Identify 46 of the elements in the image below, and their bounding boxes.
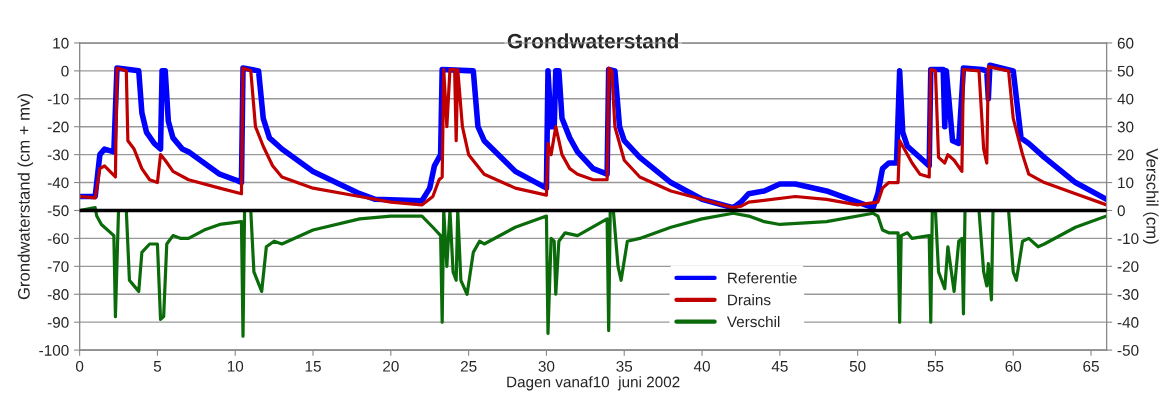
y-axis-title: Grondwaterstand (cm + mv)	[17, 94, 34, 300]
x-tick-label: 35	[616, 360, 633, 372]
x-tick-label: 30	[538, 360, 555, 372]
y2-tick-label: 50	[1117, 65, 1134, 77]
y-tick-label: -50	[47, 205, 69, 217]
y-tick-label: -70	[47, 261, 69, 273]
y2-tick-label: -50	[1117, 344, 1139, 356]
y2-tick-label: 60	[1117, 37, 1134, 49]
y-tick-label: -80	[47, 289, 69, 300]
y-tick-label: -20	[47, 121, 69, 133]
y-tick-label: -60	[47, 233, 69, 245]
x-tick-label: 5	[153, 361, 162, 372]
y2-axis-title: Verschil (cm)	[1143, 148, 1159, 244]
x-tick-label: 15	[305, 361, 321, 372]
x-tick-label: 60	[1005, 360, 1022, 372]
y-tick-label: -100	[39, 344, 69, 356]
y2-tick-label: -40	[1117, 317, 1139, 328]
line-series	[79, 206, 1107, 338]
legend-label: Verschil	[726, 315, 780, 328]
x-tick-label: 65	[1083, 360, 1099, 372]
x-tick-label: 25	[460, 360, 477, 372]
y2-tick-label: 40	[1117, 93, 1134, 105]
x-tick-label: 20	[383, 360, 399, 372]
y2-tick-label: 10	[1118, 177, 1134, 189]
x-tick-label: 45	[771, 361, 788, 372]
y-tick-label: -10	[47, 93, 69, 105]
legend-label: Drains	[728, 294, 771, 306]
x-tick-label: 40	[693, 360, 710, 372]
y-tick-label: 10	[53, 37, 69, 49]
x-axis-title: Dagen vanaf10 juni 2002	[507, 376, 680, 391]
x-tick-label: 0	[75, 360, 84, 372]
y2-tick-label: 30	[1117, 121, 1134, 133]
y2-tick-label: -20	[1117, 261, 1139, 273]
y2-tick-label: 20	[1117, 149, 1134, 161]
y-tick-label: -30	[47, 149, 69, 161]
y2-tick-label: -10	[1117, 233, 1139, 245]
y2-tick-label: 0	[1117, 205, 1125, 217]
chart-title: Grondwaterstand	[507, 33, 678, 49]
y-tick-label: 0	[61, 65, 69, 77]
legend-label: Referentie	[728, 272, 797, 284]
y-tick-label: -90	[47, 317, 69, 328]
x-tick-label: 55	[927, 361, 944, 372]
x-tick-label: 50	[849, 360, 866, 372]
y-tick-label: -40	[47, 177, 69, 189]
y2-tick-label: -30	[1117, 289, 1139, 300]
x-tick-label: 10	[227, 360, 244, 372]
